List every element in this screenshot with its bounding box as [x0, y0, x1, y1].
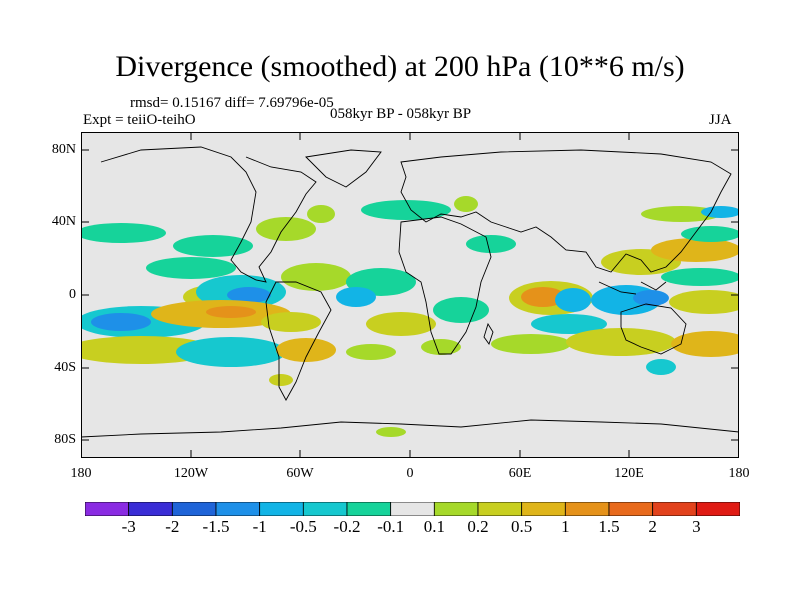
colorbar-label: -0.5: [289, 517, 317, 536]
lat-label-40s: 40S: [54, 360, 76, 375]
colorbar-label: -1.5: [202, 517, 230, 536]
colorbar-label: 0.5: [511, 517, 533, 536]
colorbar-swatch: [433, 501, 479, 517]
colorbar: [84, 501, 741, 521]
colorbar-swatch: [346, 501, 392, 517]
lon-label-0: 0: [406, 466, 414, 481]
colorbar-label: 0.2: [467, 517, 489, 536]
stats-line: rmsd= 0.15167 diff= 7.69796e-05: [130, 95, 334, 111]
colorbar-swatch: [695, 501, 741, 517]
colorbar-swatch: [390, 501, 435, 517]
colorbar-label: -2: [165, 517, 180, 536]
map-title: Divergence (smoothed) at 200 hPa (10**6 …: [115, 50, 685, 83]
colorbar-swatch: [128, 501, 173, 517]
divergence-field: [81, 196, 739, 437]
colorbar-label: -0.2: [333, 517, 361, 536]
colorbar-swatch: [171, 501, 217, 517]
colorbar-swatch: [608, 501, 654, 517]
coastlines: [81, 146, 739, 438]
lon-label-120w: 120W: [173, 466, 209, 481]
experiment-label: Expt = teiiO-teihO: [83, 112, 196, 128]
colorbar-swatch: [521, 501, 566, 517]
colorbar-swatch: [564, 501, 610, 517]
colorbar-swatch: [84, 501, 130, 517]
colorbar-swatch: [652, 501, 697, 517]
colorbar-swatch: [259, 501, 304, 517]
colorbar-label: 3: [692, 517, 701, 536]
lat-label-80s: 80S: [54, 432, 76, 447]
lat-label-eq: 0: [69, 287, 76, 302]
colorbar-swatches: [84, 501, 741, 517]
lon-label-60e: 60E: [508, 466, 532, 481]
colorbar-label: 0.1: [423, 517, 445, 536]
colorbar-label: -0.1: [377, 517, 405, 536]
colorbar-swatch: [302, 501, 348, 517]
season-label: JJA: [709, 112, 732, 128]
lon-label-60w: 60W: [286, 466, 314, 481]
colorbar-label: 2: [648, 517, 657, 536]
map-canvas: [81, 132, 739, 458]
lat-label-40n: 40N: [51, 214, 76, 229]
colorbar-swatch: [477, 501, 523, 517]
colorbar-label: 1: [561, 517, 570, 536]
axis-ticks: [81, 132, 739, 458]
colorbar-label: -3: [121, 517, 136, 536]
lon-label-180e: 180: [728, 466, 750, 481]
colorbar-label: -1: [252, 517, 267, 536]
colorbar-swatch: [215, 501, 261, 517]
map-plot-area: [81, 132, 739, 458]
colorbar-label: 1.5: [598, 517, 620, 536]
lat-label-80n: 80N: [51, 142, 76, 157]
lon-label-120e: 120E: [614, 466, 644, 481]
lon-label-180w: 180: [70, 466, 92, 481]
period-label: 058kyr BP - 058kyr BP: [330, 106, 472, 122]
